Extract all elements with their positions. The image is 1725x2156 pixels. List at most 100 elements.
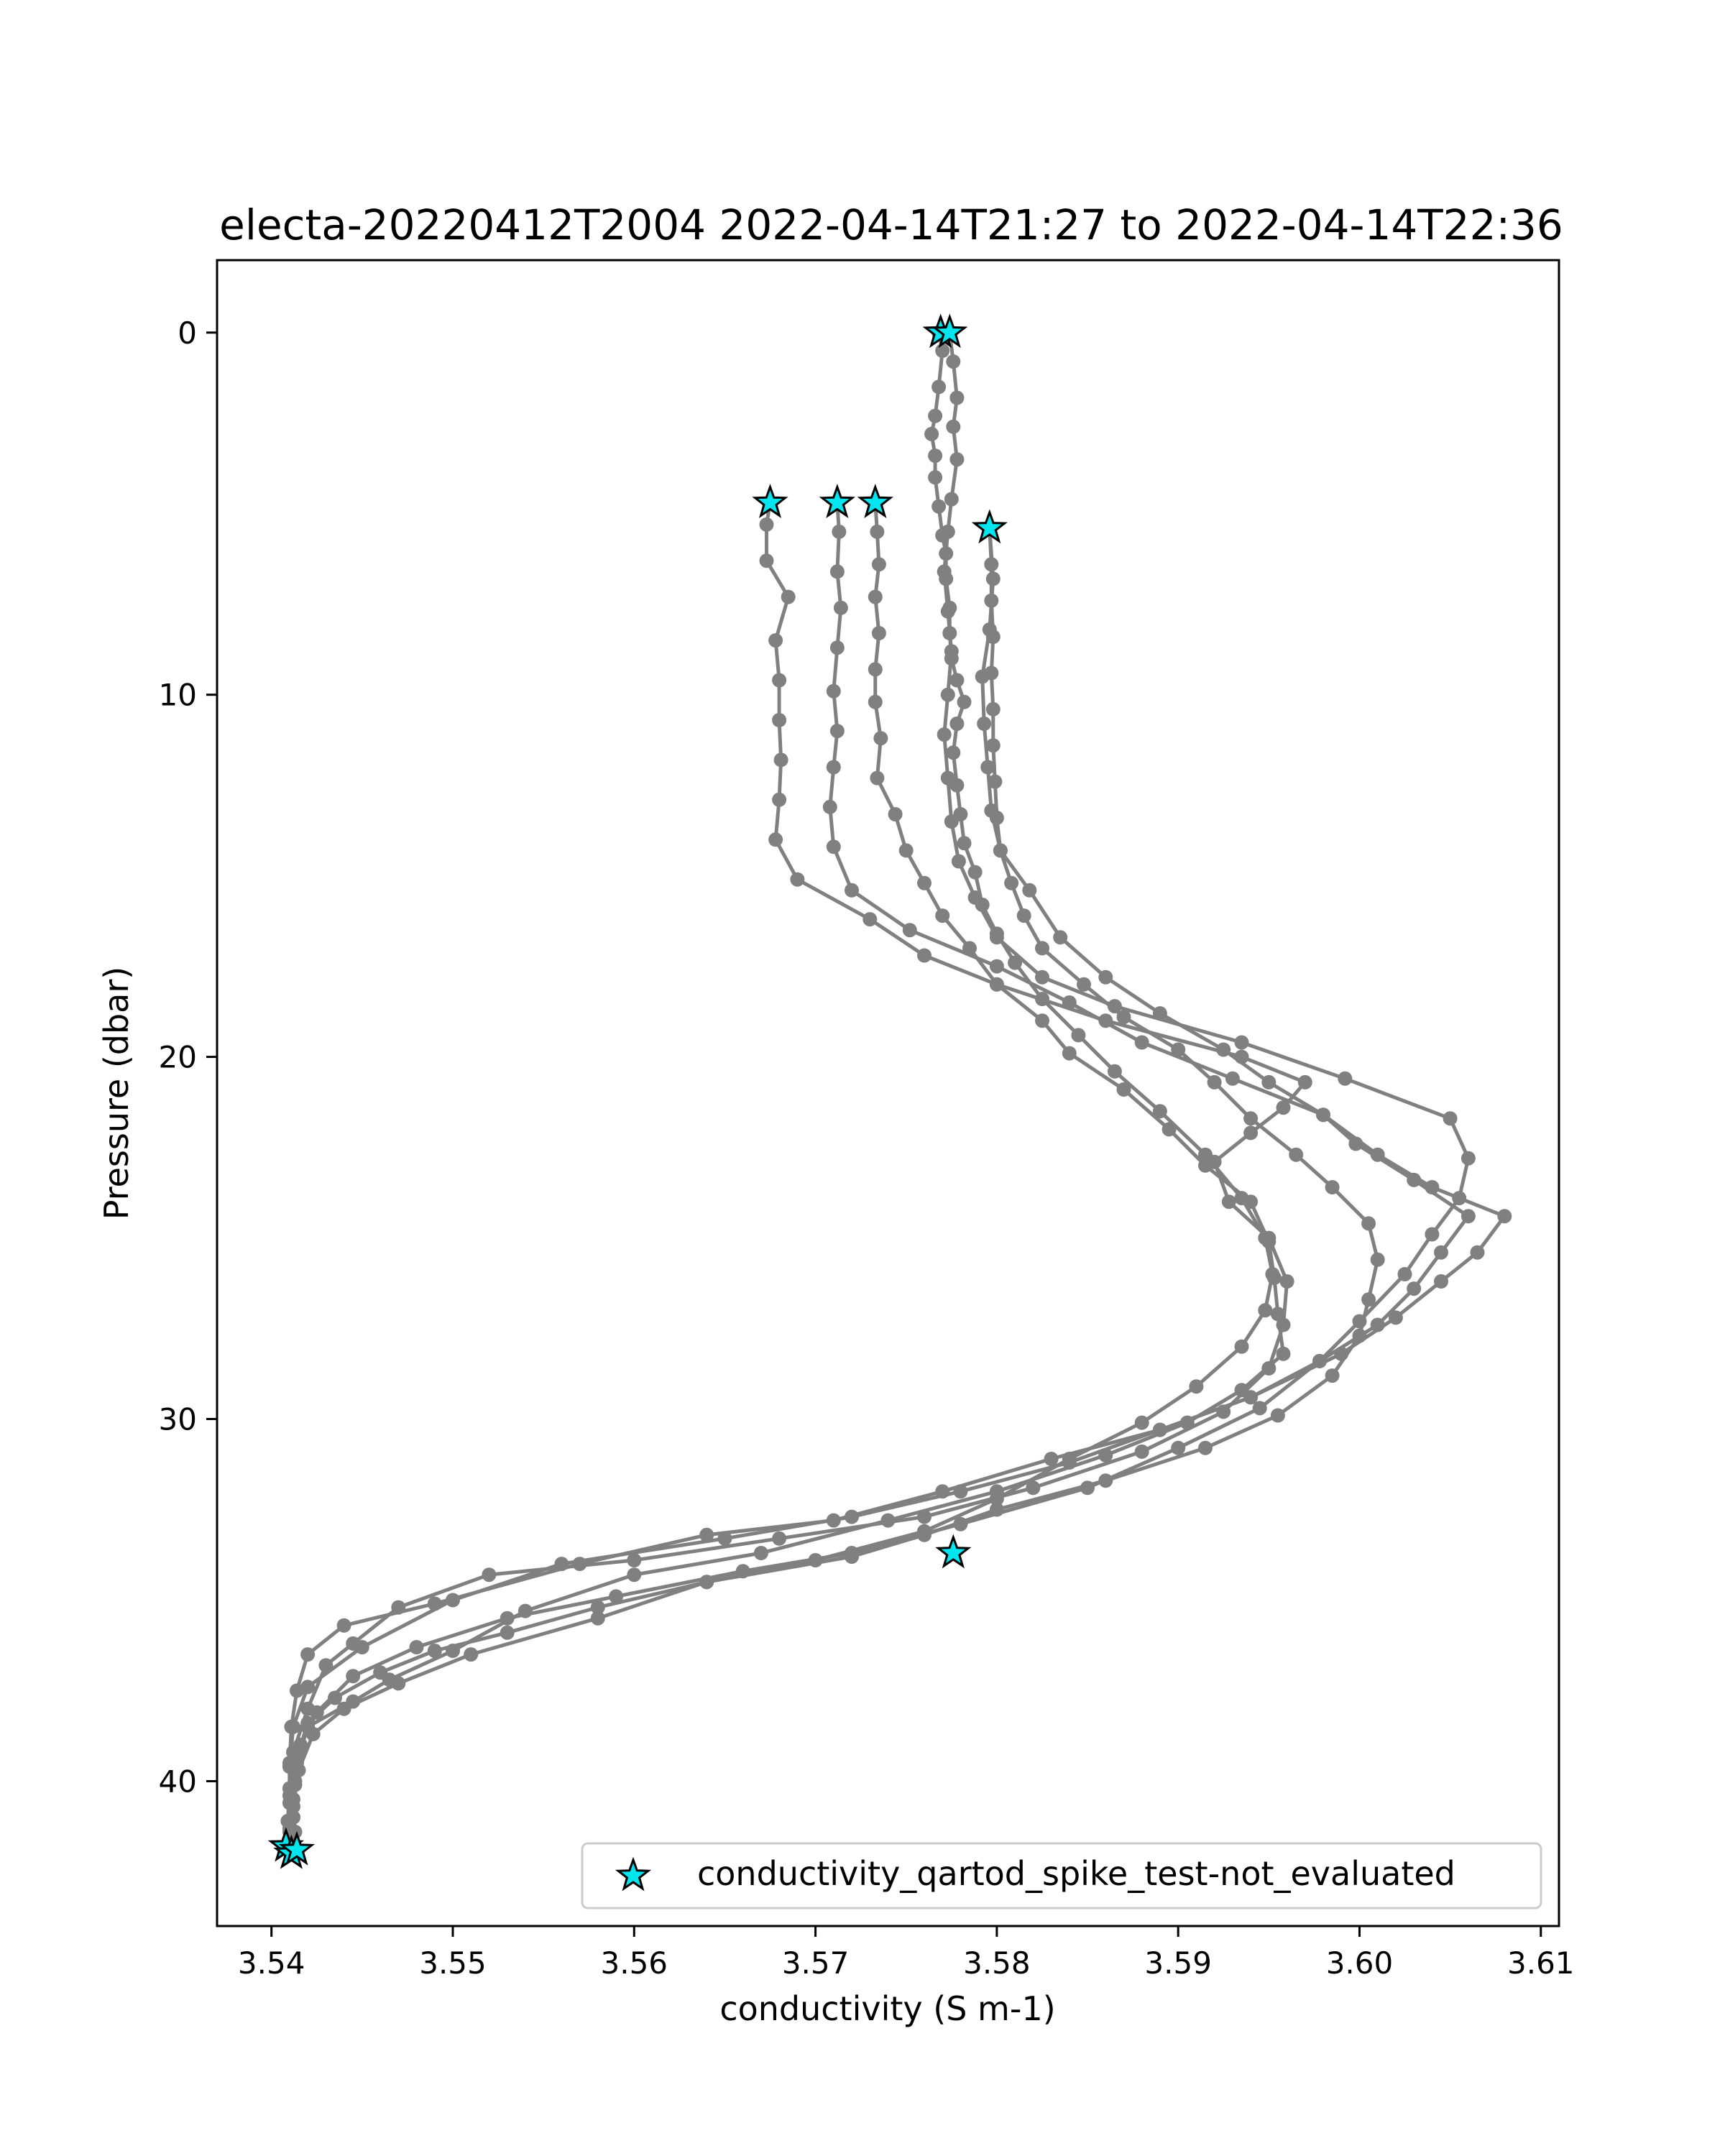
data-point xyxy=(627,1567,642,1583)
data-point xyxy=(982,622,997,637)
data-point xyxy=(962,941,977,956)
x-axis-ticks: 3.54 3.55 3.56 3.57 3.58 3.59 3.60 3.61 xyxy=(238,1926,1575,1981)
data-point xyxy=(1338,1071,1353,1086)
data-point xyxy=(1261,1234,1276,1249)
data-point xyxy=(1258,1303,1273,1318)
data-point xyxy=(985,701,1000,717)
data-point xyxy=(1225,1071,1240,1086)
data-point xyxy=(1171,1042,1186,1057)
data-point xyxy=(772,673,787,688)
x-tick-label: 3.54 xyxy=(238,1945,305,1981)
data-point xyxy=(940,604,955,619)
y-axis-label: Pressure (dbar) xyxy=(97,967,136,1220)
data-point xyxy=(1348,1136,1363,1151)
data-point xyxy=(1470,1245,1485,1260)
data-point xyxy=(1026,1480,1041,1496)
data-point xyxy=(1077,977,1091,992)
data-point xyxy=(1243,1111,1259,1126)
data-point xyxy=(391,1676,406,1691)
x-axis-label: conductivity (S m-1) xyxy=(719,1989,1055,2028)
data-point xyxy=(482,1567,497,1583)
data-point xyxy=(949,452,965,467)
flagged-star-marker xyxy=(935,1534,972,1569)
data-point xyxy=(1370,1252,1385,1267)
data-point xyxy=(336,1701,351,1716)
data-point xyxy=(1270,1307,1285,1322)
data-point xyxy=(346,1669,361,1684)
data-point xyxy=(940,524,955,539)
data-point xyxy=(1008,955,1023,970)
data-point xyxy=(282,1759,297,1774)
profile-line xyxy=(288,528,1471,1832)
legend-star-icon xyxy=(615,1856,652,1892)
data-point xyxy=(826,839,841,854)
data-point xyxy=(1388,1310,1403,1325)
data-point xyxy=(953,1484,968,1499)
data-point xyxy=(1297,1074,1312,1089)
data-point xyxy=(871,557,886,572)
data-point xyxy=(759,517,774,532)
data-point xyxy=(946,745,961,760)
y-tick-label: 10 xyxy=(159,678,197,713)
data-point xyxy=(993,843,1008,858)
data-point xyxy=(609,1589,624,1604)
data-point xyxy=(286,1719,300,1734)
data-point xyxy=(1152,1422,1167,1437)
x-tick-label: 3.58 xyxy=(963,1945,1031,1981)
data-point xyxy=(1397,1267,1412,1281)
data-point xyxy=(1434,1245,1448,1260)
plot-frame xyxy=(216,259,1560,1927)
data-point xyxy=(1407,1172,1422,1187)
data-point xyxy=(1443,1111,1458,1126)
data-point xyxy=(826,683,841,699)
data-point xyxy=(1022,883,1037,898)
data-point xyxy=(826,760,841,775)
data-point xyxy=(977,717,992,731)
data-point xyxy=(944,492,959,507)
data-point xyxy=(967,890,983,905)
x-tick-label: 3.56 xyxy=(601,1945,668,1981)
data-point xyxy=(829,640,845,655)
profile-line xyxy=(288,502,1506,1854)
data-point xyxy=(1312,1353,1327,1368)
data-point xyxy=(1162,1122,1177,1137)
data-point xyxy=(845,1509,859,1524)
data-point xyxy=(975,669,990,684)
data-point xyxy=(590,1611,605,1626)
data-point xyxy=(949,673,965,688)
data-point xyxy=(427,1644,442,1658)
data-point xyxy=(928,470,943,485)
data-point xyxy=(924,426,939,441)
profile-5 xyxy=(286,495,1291,1861)
data-point xyxy=(917,875,932,890)
data-point xyxy=(1198,1158,1213,1173)
data-point xyxy=(937,727,952,742)
data-point xyxy=(1407,1281,1422,1296)
y-tick-label: 30 xyxy=(159,1402,197,1437)
data-point xyxy=(781,589,796,604)
data-point xyxy=(1460,1151,1476,1166)
data-point xyxy=(1243,1125,1259,1141)
data-point xyxy=(845,883,859,898)
legend: conductivity_qartod_spike_test-not_evalu… xyxy=(581,1842,1542,1909)
profile-line xyxy=(289,528,1380,1836)
data-point xyxy=(957,694,972,709)
data-point xyxy=(1270,1408,1285,1423)
data-point xyxy=(1279,1274,1294,1289)
data-point xyxy=(1243,1194,1259,1210)
data-point xyxy=(1035,941,1049,956)
data-point xyxy=(1062,995,1077,1010)
data-point xyxy=(871,626,886,640)
data-point xyxy=(932,379,947,395)
data-point xyxy=(282,1795,297,1810)
data-point xyxy=(1276,1100,1291,1115)
data-point xyxy=(500,1625,515,1640)
y-tick-label: 40 xyxy=(159,1764,197,1799)
data-point xyxy=(300,1680,316,1695)
data-point xyxy=(868,589,883,604)
data-point xyxy=(984,803,999,818)
data-point xyxy=(1016,908,1031,923)
data-point xyxy=(1171,1440,1186,1455)
data-point xyxy=(944,814,959,829)
data-point xyxy=(1261,1074,1276,1089)
